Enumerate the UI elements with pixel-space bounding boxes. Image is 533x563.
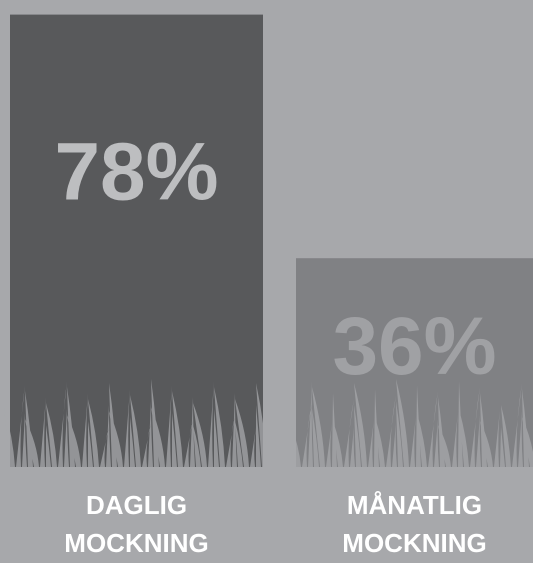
- page: {"chart_data": {"type": "bar", "categori…: [0, 0, 533, 563]
- bar: [10, 15, 263, 467]
- value-label: 36%: [332, 301, 496, 392]
- value-label: 78%: [54, 126, 218, 217]
- category-label: MÅNATLIG MOCKNING: [342, 490, 486, 558]
- category-line: MOCKNING: [64, 528, 208, 558]
- chart: 78% DAGLIG MOCKNING 36% MÅNATLIG MOCKNING: [0, 0, 533, 563]
- category-line: DAGLIG: [86, 490, 187, 520]
- category-line: MOCKNING: [342, 528, 486, 558]
- category-label: DAGLIG MOCKNING: [64, 490, 208, 558]
- category-line: MÅNATLIG: [347, 490, 482, 520]
